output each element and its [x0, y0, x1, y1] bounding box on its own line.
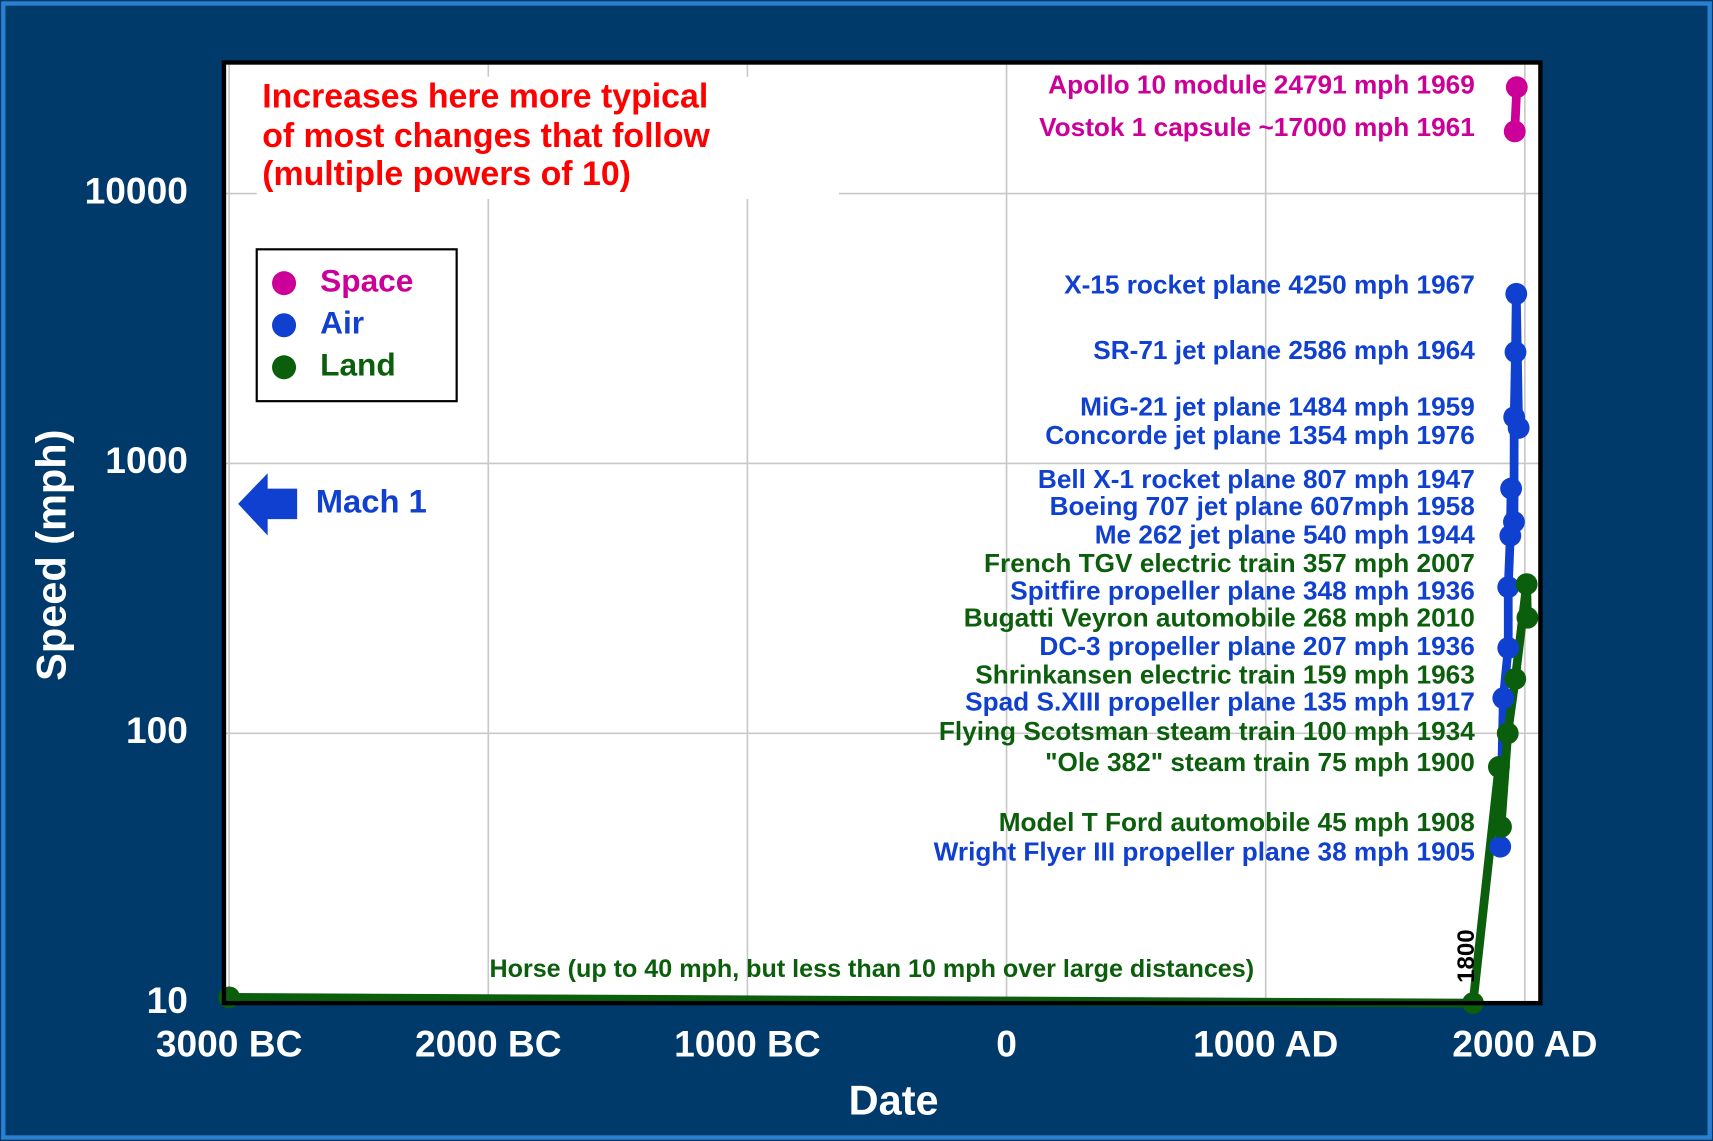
point-label: SR-71 jet plane 2586 mph 1964 — [1093, 335, 1475, 365]
point-label: Vostok 1 capsule ~17000 mph 1961 — [1039, 112, 1475, 142]
data-point — [1497, 637, 1520, 659]
y-tick-label: 10 — [147, 979, 188, 1021]
point-label: Model T Ford automobile 45 mph 1908 — [999, 807, 1475, 837]
mach-arrow — [238, 473, 298, 536]
y-tick-label: 10000 — [85, 169, 188, 211]
data-point — [1505, 282, 1528, 305]
point-label: Spad S.XIII propeller plane 135 mph 1917 — [965, 687, 1475, 717]
point-label: Wright Flyer III propeller plane 38 mph … — [934, 836, 1475, 866]
point-label: Flying Scotsman steam train 100 mph 1934 — [939, 716, 1475, 746]
point-label: MiG-21 jet plane 1484 mph 1959 — [1080, 392, 1475, 422]
point-label: DC-3 propeller plane 207 mph 1936 — [1039, 631, 1474, 661]
legend-marker — [272, 355, 297, 380]
legend-label: Air — [320, 305, 364, 341]
annotation: (multiple powers of 10) — [262, 155, 631, 193]
x-tick-label: 2000 BC — [415, 1023, 562, 1065]
x-tick-label: 3000 BC — [156, 1023, 303, 1065]
data-point — [1503, 120, 1526, 143]
data-point — [1490, 815, 1512, 838]
legend-marker — [272, 271, 297, 296]
annotation: Increases here more typical — [262, 77, 708, 115]
data-point — [1516, 606, 1539, 629]
trend-line — [229, 579, 1532, 1008]
legend-marker — [272, 313, 297, 338]
data-point — [1505, 76, 1528, 99]
data-point — [1496, 722, 1519, 745]
point-label: Bell X-1 rocket plane 807 mph 1947 — [1038, 464, 1475, 494]
data-point — [1507, 416, 1530, 439]
point-label: French TGV electric train 357 mph 2007 — [984, 548, 1475, 578]
x-axis-label: Date — [849, 1077, 939, 1124]
y-axis-label: Speed (mph) — [28, 430, 75, 681]
point-label: Shrinkansen electric train 159 mph 1963 — [975, 659, 1475, 689]
point-label: Horse (up to 40 mph, but less than 10 mp… — [489, 955, 1254, 983]
y-tick-label: 100 — [126, 709, 188, 751]
data-point — [1503, 511, 1525, 533]
mach-label: Mach 1 — [316, 483, 427, 520]
data-point — [1515, 573, 1538, 596]
legend-label: Space — [320, 263, 413, 299]
year-label: 1800 — [1453, 929, 1480, 982]
point-label: Bugatti Veyron automobile 268 mph 2010 — [964, 603, 1475, 633]
point-label: Concorde jet plane 1354 mph 1976 — [1045, 420, 1475, 450]
data-layer: Vostok 1 capsule ~17000 mph 1961 Apollo 1… — [218, 69, 1539, 1015]
data-point — [1500, 477, 1523, 500]
point-label: Spitfire propeller plane 348 mph 1936 — [1010, 575, 1475, 605]
x-tick-label: 1000 BC — [674, 1023, 821, 1065]
annotation-background — [256, 76, 840, 200]
data-point — [1489, 835, 1512, 858]
data-point — [1504, 341, 1527, 363]
point-label: "Ole 382" steam train 75 mph 1900 — [1045, 747, 1475, 777]
plot-area — [223, 62, 1541, 1004]
x-tick-label: 0 — [996, 1023, 1017, 1065]
x-tick-label: 1000 AD — [1193, 1023, 1338, 1065]
x-tick-label: 2000 AD — [1452, 1023, 1597, 1065]
data-point — [1504, 667, 1527, 690]
data-point — [1492, 687, 1515, 710]
point-label: X-15 rocket plane 4250 mph 1967 — [1064, 269, 1475, 299]
point-label: Boeing 707 jet plane 607mph 1958 — [1050, 491, 1475, 521]
annotation: of most changes that follow — [262, 117, 710, 155]
data-point — [1497, 576, 1520, 599]
data-point — [1488, 756, 1510, 778]
plot-frame — [221, 60, 1543, 1006]
legend-label: Land — [320, 347, 396, 383]
y-tick-label: 1000 — [105, 439, 188, 481]
point-label: Me 262 jet plane 540 mph 1944 — [1095, 520, 1476, 550]
point-label: Apollo 10 module 24791 mph 1969 — [1048, 69, 1475, 99]
